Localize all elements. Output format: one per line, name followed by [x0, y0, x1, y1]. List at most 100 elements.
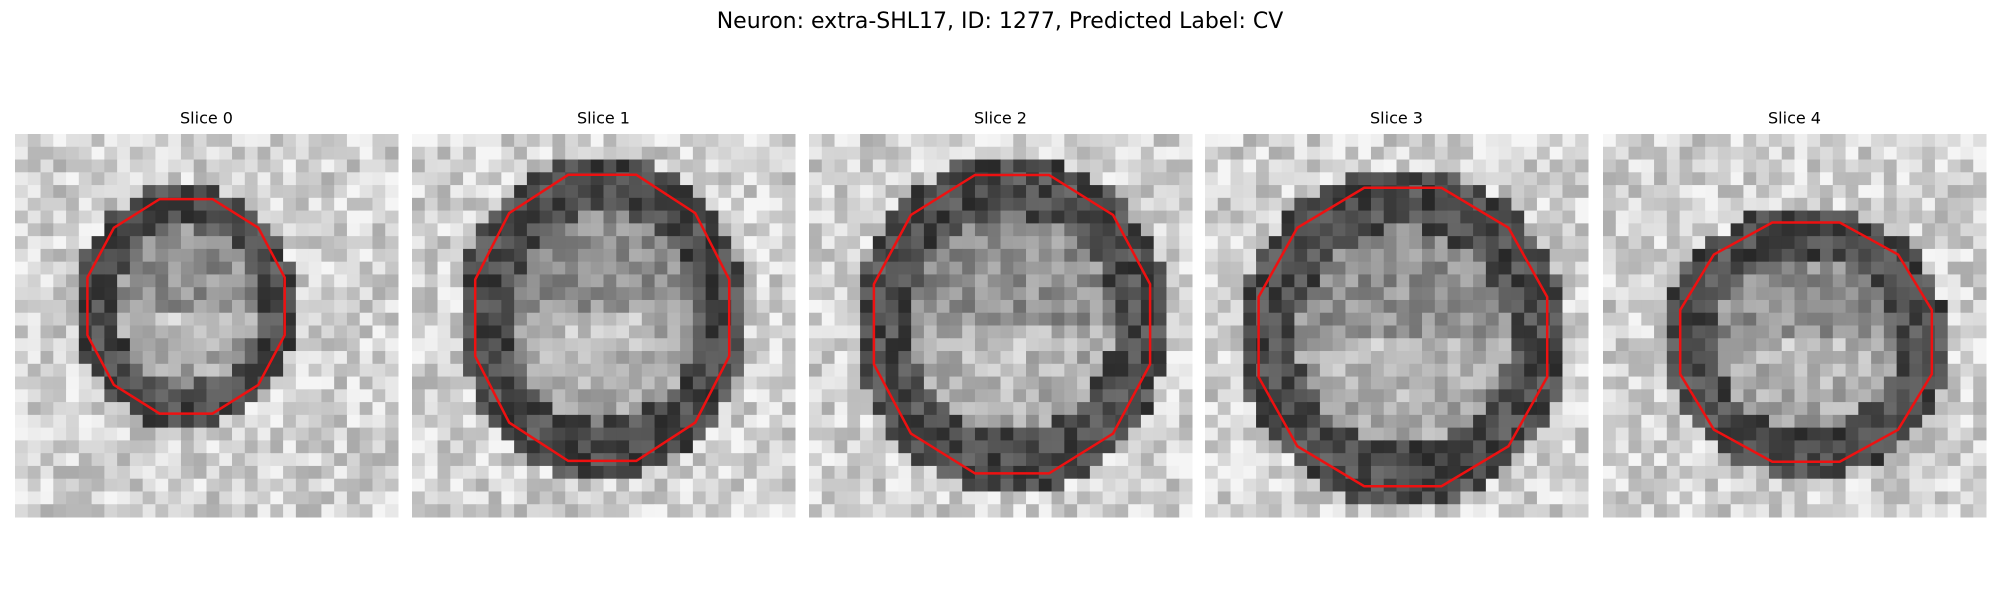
- pixel: [1319, 402, 1334, 416]
- pixel: [1743, 261, 1757, 275]
- pixel: [1332, 338, 1346, 352]
- pixel: [756, 338, 770, 352]
- pixel: [1026, 236, 1040, 250]
- pixel: [1422, 210, 1436, 224]
- pixel: [1807, 299, 1821, 314]
- pixel: [412, 465, 426, 480]
- pixel: [206, 274, 220, 288]
- pixel: [1743, 491, 1757, 505]
- pixel: [1294, 478, 1308, 492]
- pixel: [78, 299, 93, 314]
- pixel: [1960, 325, 1974, 339]
- pixel: [923, 402, 938, 416]
- pixel: [1628, 363, 1642, 378]
- pixel: [1934, 159, 1949, 173]
- pixel: [974, 376, 989, 390]
- pixel: [295, 351, 310, 365]
- pixel: [1743, 414, 1757, 429]
- pixel: [1794, 440, 1808, 454]
- pixel: [1179, 236, 1193, 250]
- pixel: [346, 325, 361, 339]
- pixel: [1947, 287, 1961, 301]
- pixel: [603, 389, 617, 403]
- pixel: [385, 172, 399, 186]
- pixel: [1319, 185, 1334, 199]
- pixel: [1358, 261, 1372, 275]
- pixel: [911, 376, 925, 390]
- pixel: [78, 427, 93, 441]
- pixel: [769, 478, 783, 492]
- pixel: [769, 236, 783, 250]
- pixel: [1026, 478, 1040, 492]
- pixel: [809, 491, 823, 505]
- pixel: [1000, 338, 1014, 352]
- pixel: [1641, 274, 1655, 288]
- pixel: [654, 478, 668, 492]
- pixel: [244, 491, 259, 505]
- pixel: [1768, 261, 1783, 275]
- pixel: [40, 299, 54, 314]
- pixel: [385, 465, 399, 480]
- pixel: [1511, 134, 1525, 148]
- pixel: [1858, 274, 1872, 288]
- pixel: [1845, 134, 1859, 148]
- pixel: [463, 210, 477, 224]
- pixel: [1524, 351, 1538, 365]
- pixel: [1319, 478, 1334, 492]
- pixel: [1434, 134, 1449, 148]
- pixel: [1743, 248, 1757, 263]
- pixel: [1243, 197, 1257, 212]
- pixel: [872, 414, 887, 429]
- pixel: [1217, 236, 1232, 250]
- pixel: [1549, 402, 1563, 416]
- pixel: [1447, 389, 1461, 403]
- pixel: [821, 210, 836, 224]
- pixel: [923, 159, 938, 173]
- pixel: [1422, 134, 1436, 148]
- pixel: [1820, 236, 1834, 250]
- pixel: [1498, 274, 1512, 288]
- pixel: [1345, 185, 1359, 199]
- pixel: [718, 402, 732, 416]
- pixel: [142, 389, 156, 403]
- pixel: [1256, 210, 1270, 224]
- pixel: [860, 274, 874, 288]
- pixel: [782, 261, 796, 275]
- pixel: [923, 478, 938, 492]
- pixel: [680, 491, 694, 505]
- pixel: [1511, 402, 1525, 416]
- pixel: [1077, 287, 1091, 301]
- pixel: [782, 389, 796, 403]
- pixel: [1654, 134, 1668, 148]
- pixel: [155, 274, 169, 288]
- pixel: [346, 236, 361, 250]
- pixel: [1883, 338, 1898, 352]
- pixel: [923, 389, 938, 403]
- pixel: [1332, 440, 1346, 454]
- pixel: [270, 197, 284, 212]
- pixel: [1909, 197, 1923, 212]
- pixel: [692, 299, 707, 314]
- pixel: [91, 134, 105, 148]
- pixel: [1153, 453, 1167, 467]
- pixel: [1575, 440, 1589, 454]
- pixel: [219, 236, 233, 250]
- pixel: [1922, 389, 1936, 403]
- pixel: [1973, 197, 1987, 212]
- pixel: [1396, 312, 1410, 326]
- pixel: [1358, 338, 1372, 352]
- pixel: [1832, 338, 1847, 352]
- pixel: [962, 248, 976, 263]
- pixel: [590, 210, 604, 224]
- pixel: [987, 338, 1001, 352]
- pixel: [860, 248, 874, 263]
- pixel: [872, 185, 887, 199]
- pixel: [1064, 210, 1078, 224]
- pixel: [1179, 274, 1193, 288]
- pixel: [1102, 414, 1116, 429]
- pixel: [1947, 248, 1961, 263]
- pixel: [1575, 376, 1589, 390]
- pixel: [1562, 185, 1576, 199]
- pixel: [731, 478, 745, 492]
- pixel: [1794, 197, 1808, 212]
